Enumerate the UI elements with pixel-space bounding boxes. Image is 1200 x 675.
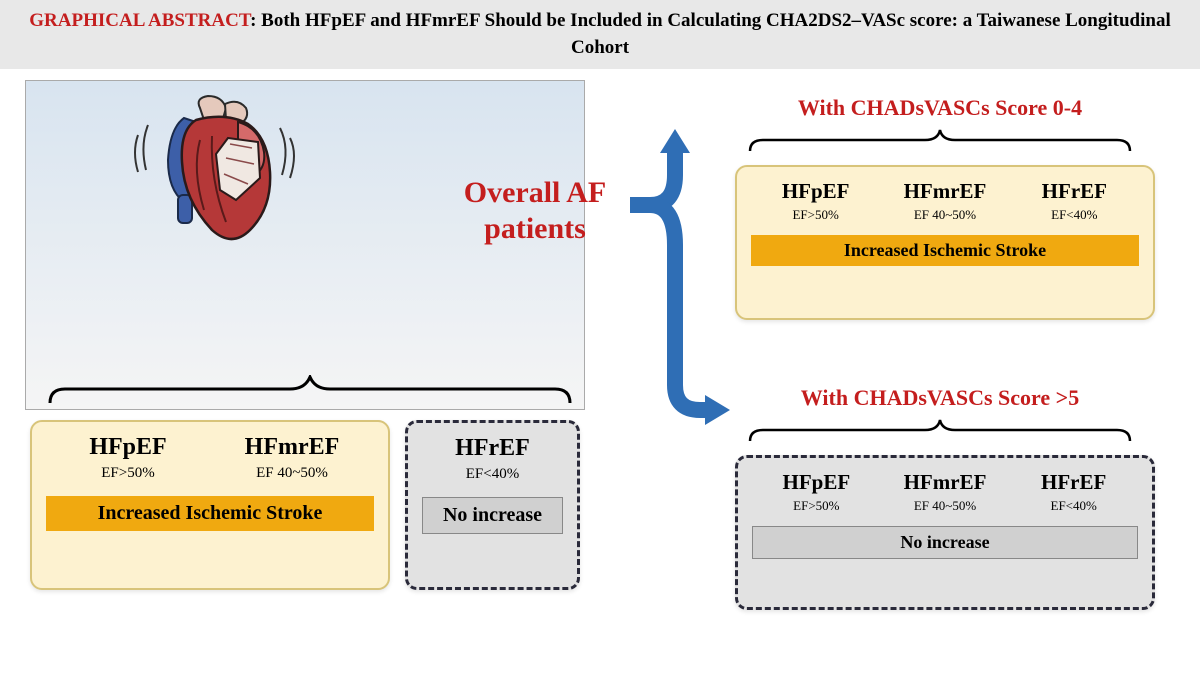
- result-increased-bar: Increased Ischemic Stroke: [46, 496, 374, 531]
- hf-ef: EF>50%: [46, 465, 210, 482]
- hf-col-hfref: HFrEF EF<40%: [422, 435, 563, 483]
- result-none-bar: No increase: [422, 497, 563, 534]
- hf-name: HFrEF: [1010, 179, 1139, 204]
- hf-col-hfpef: HFpEF EF>50%: [46, 434, 210, 482]
- hf-name: HFpEF: [46, 434, 210, 461]
- right-bot-gray-box: HFpEF EF>50% HFmrEF EF 40~50% HFrEF EF<4…: [735, 455, 1155, 610]
- right-top-yellow-box: HFpEF EF>50% HFmrEF EF 40~50% HFrEF EF<4…: [735, 165, 1155, 320]
- hf-ef: EF>50%: [751, 207, 880, 223]
- hf-row: HFpEF EF>50% HFmrEF EF 40~50%: [46, 434, 374, 482]
- hf-name: HFrEF: [1009, 470, 1138, 495]
- hf-ef: EF 40~50%: [881, 498, 1010, 514]
- overall-af-label: Overall AF patients: [435, 175, 635, 247]
- hf-row: HFpEF EF>50% HFmrEF EF 40~50% HFrEF EF<4…: [751, 179, 1139, 223]
- hf-ef: EF>50%: [752, 498, 881, 514]
- heart-icon: [130, 90, 300, 260]
- bracket-right-top: [745, 128, 1135, 153]
- hf-ef: EF 40~50%: [880, 207, 1009, 223]
- hf-name: HFpEF: [752, 470, 881, 495]
- hf-col-hfmref: HFmrEF EF 40~50%: [880, 179, 1009, 223]
- hf-name: HFpEF: [751, 179, 880, 204]
- right-bot-header: With CHADsVASCs Score >5: [735, 385, 1145, 411]
- hf-ef: EF 40~50%: [210, 465, 374, 482]
- hf-ef: EF<40%: [422, 466, 563, 483]
- bracket-right-bot: [745, 418, 1135, 443]
- hf-col-hfref: HFrEF EF<40%: [1009, 470, 1138, 514]
- hf-name: HFrEF: [422, 435, 563, 462]
- hf-col-hfref: HFrEF EF<40%: [1010, 179, 1139, 223]
- title-bar: GRAPHICAL ABSTRACT: Both HFpEF and HFmrE…: [0, 0, 1200, 69]
- hf-ef: EF<40%: [1010, 207, 1139, 223]
- result-increased-bar: Increased Ischemic Stroke: [751, 235, 1139, 266]
- split-arrow-icon: [630, 125, 730, 435]
- hf-row: HFpEF EF>50% HFmrEF EF 40~50% HFrEF EF<4…: [752, 470, 1138, 514]
- hf-name: HFmrEF: [881, 470, 1010, 495]
- hf-row: HFrEF EF<40%: [422, 435, 563, 483]
- title-main: : Both HFpEF and HFmrEF Should be Includ…: [250, 10, 1171, 58]
- right-top-header: With CHADsVASCs Score 0-4: [735, 95, 1145, 121]
- hf-name: HFmrEF: [210, 434, 374, 461]
- hf-col-hfmref: HFmrEF EF 40~50%: [881, 470, 1010, 514]
- result-none-bar: No increase: [752, 526, 1138, 559]
- left-yellow-box: HFpEF EF>50% HFmrEF EF 40~50% Increased …: [30, 420, 390, 590]
- hf-col-hfpef: HFpEF EF>50%: [752, 470, 881, 514]
- title-prefix: GRAPHICAL ABSTRACT: [29, 10, 250, 31]
- hf-name: HFmrEF: [880, 179, 1009, 204]
- bracket-left: [45, 375, 575, 405]
- hf-ef: EF<40%: [1009, 498, 1138, 514]
- hf-col-hfpef: HFpEF EF>50%: [751, 179, 880, 223]
- hf-col-hfmref: HFmrEF EF 40~50%: [210, 434, 374, 482]
- left-gray-box: HFrEF EF<40% No increase: [405, 420, 580, 590]
